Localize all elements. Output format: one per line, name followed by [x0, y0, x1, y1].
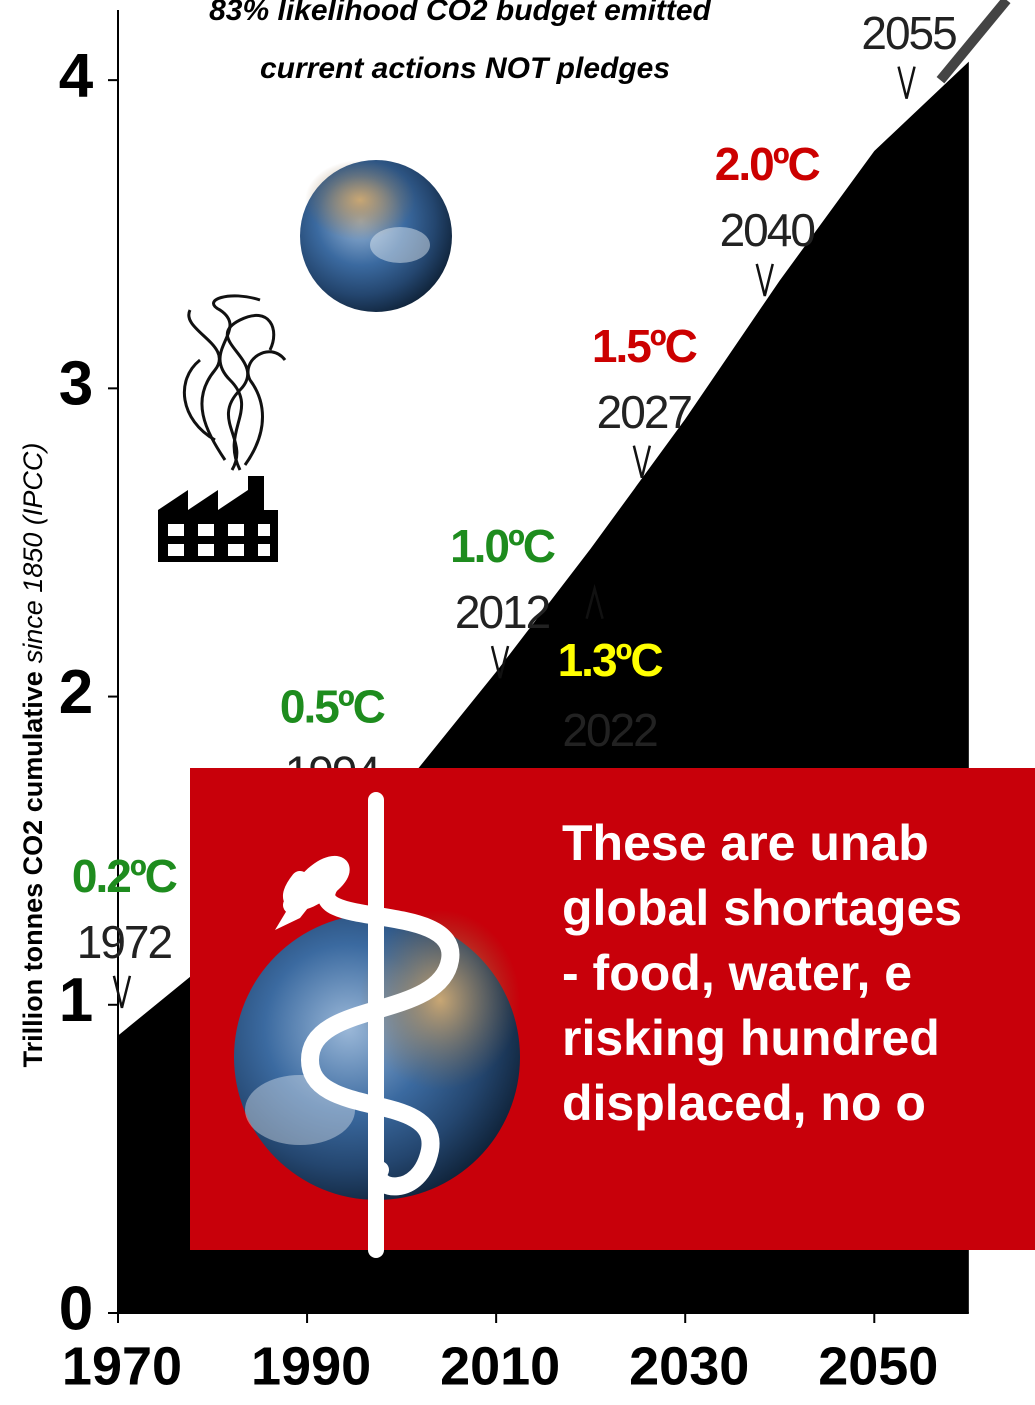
x-tick-label: 2010 — [440, 1336, 560, 1396]
chart-title: 83% likelihood CO2 budget emitted — [209, 0, 711, 27]
y-tick-label: 4 — [59, 42, 94, 111]
annotation-year: 2055 — [861, 7, 956, 59]
annotation: 2040 2.0ºC — [715, 138, 822, 297]
annotation-label: 2.0ºC — [715, 138, 820, 190]
annotation-pointer — [585, 583, 604, 620]
earth-desert — [360, 910, 520, 1090]
x-tick-label: 2030 — [629, 1336, 749, 1396]
callout-line: global shortages — [562, 880, 962, 936]
y-tick-label: 3 — [59, 350, 93, 419]
annotation: 1.3ºC 2022 — [558, 583, 664, 756]
annotation-label: 0.2ºC — [72, 850, 177, 902]
y-axis-label-main: Trillion tonnes CO2 cumulative — [18, 671, 48, 1067]
callout-line: displaced, no o — [562, 1075, 926, 1131]
annotation-label: 1.3ºC — [558, 634, 663, 686]
annotation-pointer — [490, 645, 510, 679]
snake-head — [275, 872, 330, 930]
annotation-label: 1.0ºC — [450, 520, 555, 572]
annotation-pointer — [632, 445, 652, 479]
x-tick-label: 1990 — [251, 1336, 371, 1396]
x-tick-label: 1970 — [62, 1336, 182, 1396]
annotation-year: 2022 — [562, 704, 657, 756]
y-axis-label-note: since 1850 (IPCC) — [18, 443, 48, 664]
annotation-label: 0.5ºC — [280, 681, 385, 733]
annotation-pointer — [755, 263, 774, 297]
snake — [283, 856, 460, 1196]
y-axis-label: Trillion tonnes CO2 cumulative since 1850… — [18, 443, 48, 1068]
factory-icon — [158, 476, 278, 562]
annotation-year: 2040 — [720, 204, 815, 256]
callout-line: - food, water, e — [562, 945, 912, 1001]
annotation-label: 1.5ºC — [592, 320, 697, 372]
annotation: 2055 — [861, 7, 958, 99]
y-tick-label: 1 — [59, 966, 93, 1035]
annotation: 2027 1.5ºC — [592, 320, 699, 479]
annotation-year: 2027 — [597, 386, 692, 438]
projection-line — [936, 0, 1011, 84]
smoke-icon — [183, 294, 287, 471]
medical-earth-icon — [234, 792, 520, 1258]
x-tick-label: 2050 — [818, 1336, 938, 1396]
annotation-year: 1972 — [77, 916, 172, 968]
annotation: 2012 1.0ºC — [450, 520, 557, 679]
y-tick-label: 0 — [59, 1274, 93, 1343]
annotation-pointer — [112, 975, 132, 1009]
callout-line: These are unab — [562, 815, 929, 871]
callout-line: risking hundred — [562, 1010, 940, 1066]
annotation-year: 2012 — [455, 586, 550, 638]
earth-icon — [300, 160, 452, 312]
annotation: 1972 0.2ºC — [72, 850, 179, 1009]
y-tick-label: 2 — [59, 658, 93, 727]
annotation-pointer — [897, 66, 916, 99]
callout: These are unab global shortages - food, wa… — [190, 768, 1035, 1258]
chart-subtitle: current actions NOT pledges — [260, 52, 670, 85]
